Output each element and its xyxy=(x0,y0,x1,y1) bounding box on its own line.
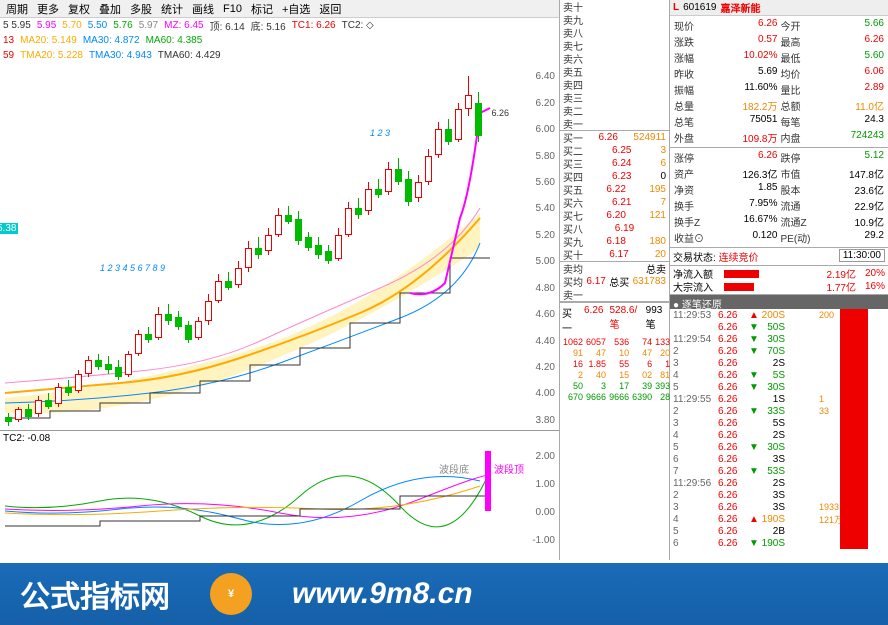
capital-flow: 净流入额2.19亿20%大宗流入1.77亿16% xyxy=(670,266,888,295)
toolbar: 周期更多复权叠加多股统计画线F10标记+自选返回 xyxy=(0,0,559,18)
indicator-value: 5.95 xyxy=(37,20,56,31)
banner-url: www.9m8.cn xyxy=(292,577,473,611)
y-axis: 6.406.206.005.805.605.405.205.004.804.60… xyxy=(527,63,557,430)
stock-header: L 601619 嘉泽新能 xyxy=(670,0,888,16)
toolbar-item[interactable]: 返回 xyxy=(316,1,344,17)
banner-logo-icon: ¥ xyxy=(210,573,252,615)
stock-info: 现价6.26今开5.66涨跌0.57最高6.26涨幅10.02%最低5.60昨收… xyxy=(670,16,888,148)
indicator-value: TMA60: 4.429 xyxy=(158,50,221,61)
indicator-value: TC1: 6.26 xyxy=(292,20,336,31)
indicator-value: 顶: 6.14 xyxy=(210,18,245,33)
order-detail: 买一 6.26 528.6/笔 993笔 1062605753674133914… xyxy=(560,302,669,404)
orderbook-row[interactable]: 卖一 xyxy=(560,117,669,130)
toolbar-item[interactable]: 更多 xyxy=(34,1,62,17)
indicator-value: MA20: 5.149 xyxy=(20,35,77,46)
indicator-row-3: 59 TMA20: 5.228 TMA30: 4.943 TMA60: 4.429 xyxy=(0,48,559,63)
sub-y-axis: 2.001.000.00-1.00 xyxy=(527,431,557,560)
volume-bar xyxy=(840,309,868,549)
indicator-value: TC2: ◇ xyxy=(342,20,374,31)
indicator-value: 5.76 xyxy=(113,20,132,31)
order-book: 卖十卖九卖八卖七卖六卖五卖四卖三卖二卖一 买一6.26524911买二6.253… xyxy=(560,0,670,560)
trade-status: 交易状态: 连续竞价 11:30:00 xyxy=(670,248,888,266)
orderbook-row[interactable]: 买十6.1720 xyxy=(560,248,669,261)
indicator-value: MZ: 6.45 xyxy=(164,20,203,31)
sub-chart[interactable]: TC2: -0.08 2.001.000.00-1.00 波段底 波段顶 xyxy=(0,430,559,560)
wave-bottom-label: 波段底 xyxy=(439,461,469,476)
tick-header: ● 逐笔还原 xyxy=(670,295,888,309)
price-annotation: 6.26 xyxy=(491,108,509,118)
toolbar-item[interactable]: +自选 xyxy=(279,1,313,17)
indicator-row-2: 13 MA20: 5.149 MA30: 4.872 MA60: 4.385 xyxy=(0,33,559,48)
toolbar-item[interactable]: 复权 xyxy=(65,1,93,17)
stock-info-2: 涨停6.26跌停5.12资产126.3亿市值147.8亿净资1.85股本23.6… xyxy=(670,148,888,248)
toolbar-item[interactable]: F10 xyxy=(220,3,245,15)
wave-numbers-top: 1 2 3 xyxy=(370,128,390,138)
indicator-value: 59 xyxy=(3,50,14,61)
average-rows: 卖均总卖 买均6.17总买631783 卖一 xyxy=(560,262,669,302)
indicator-value: 5.97 xyxy=(139,20,158,31)
indicator-value: 5 5.95 xyxy=(3,20,31,31)
indicator-value: 13 xyxy=(3,35,14,46)
toolbar-item[interactable]: 周期 xyxy=(3,1,31,17)
toolbar-item[interactable]: 多股 xyxy=(127,1,155,17)
indicator-value: TMA20: 5.228 xyxy=(20,50,83,61)
stock-code[interactable]: 601619 xyxy=(683,2,716,13)
toolbar-item[interactable]: 统计 xyxy=(158,1,186,17)
toolbar-item[interactable]: 标记 xyxy=(248,1,276,17)
indicator-value: 底: 5.16 xyxy=(251,18,286,33)
buy-highlight: 5.38 xyxy=(0,223,18,234)
watermark-banner: 公式指标网 ¥ www.9m8.cn xyxy=(0,563,888,625)
wave-top-label: 波段顶 xyxy=(494,461,524,476)
indicator-value: MA60: 4.385 xyxy=(146,35,203,46)
indicator-value: MA30: 4.872 xyxy=(83,35,140,46)
indicator-value: TMA30: 4.943 xyxy=(89,50,152,61)
indicator-row-1: 5 5.95 5.95 5.70 5.50 5.76 5.97 MZ: 6.45 顶: 6.1… xyxy=(0,18,559,33)
indicator-value: 5.50 xyxy=(88,20,107,31)
toolbar-item[interactable]: 叠加 xyxy=(96,1,124,17)
main-chart[interactable]: 6.406.206.005.805.605.405.205.004.804.60… xyxy=(0,63,559,430)
tick-list[interactable]: 11:29:536.26▲200S2006.26▼50S11:29:546.26… xyxy=(670,309,888,549)
banner-text: 公式指标网 xyxy=(20,572,170,616)
indicator-value: 5.70 xyxy=(62,20,81,31)
stock-name[interactable]: 嘉泽新能 xyxy=(720,0,760,15)
wave-numbers: 1 2 3 4 5 6 7 8 9 xyxy=(100,263,165,273)
toolbar-item[interactable]: 画线 xyxy=(189,1,217,17)
sub-indicator-label: TC2: -0.08 xyxy=(3,433,50,444)
